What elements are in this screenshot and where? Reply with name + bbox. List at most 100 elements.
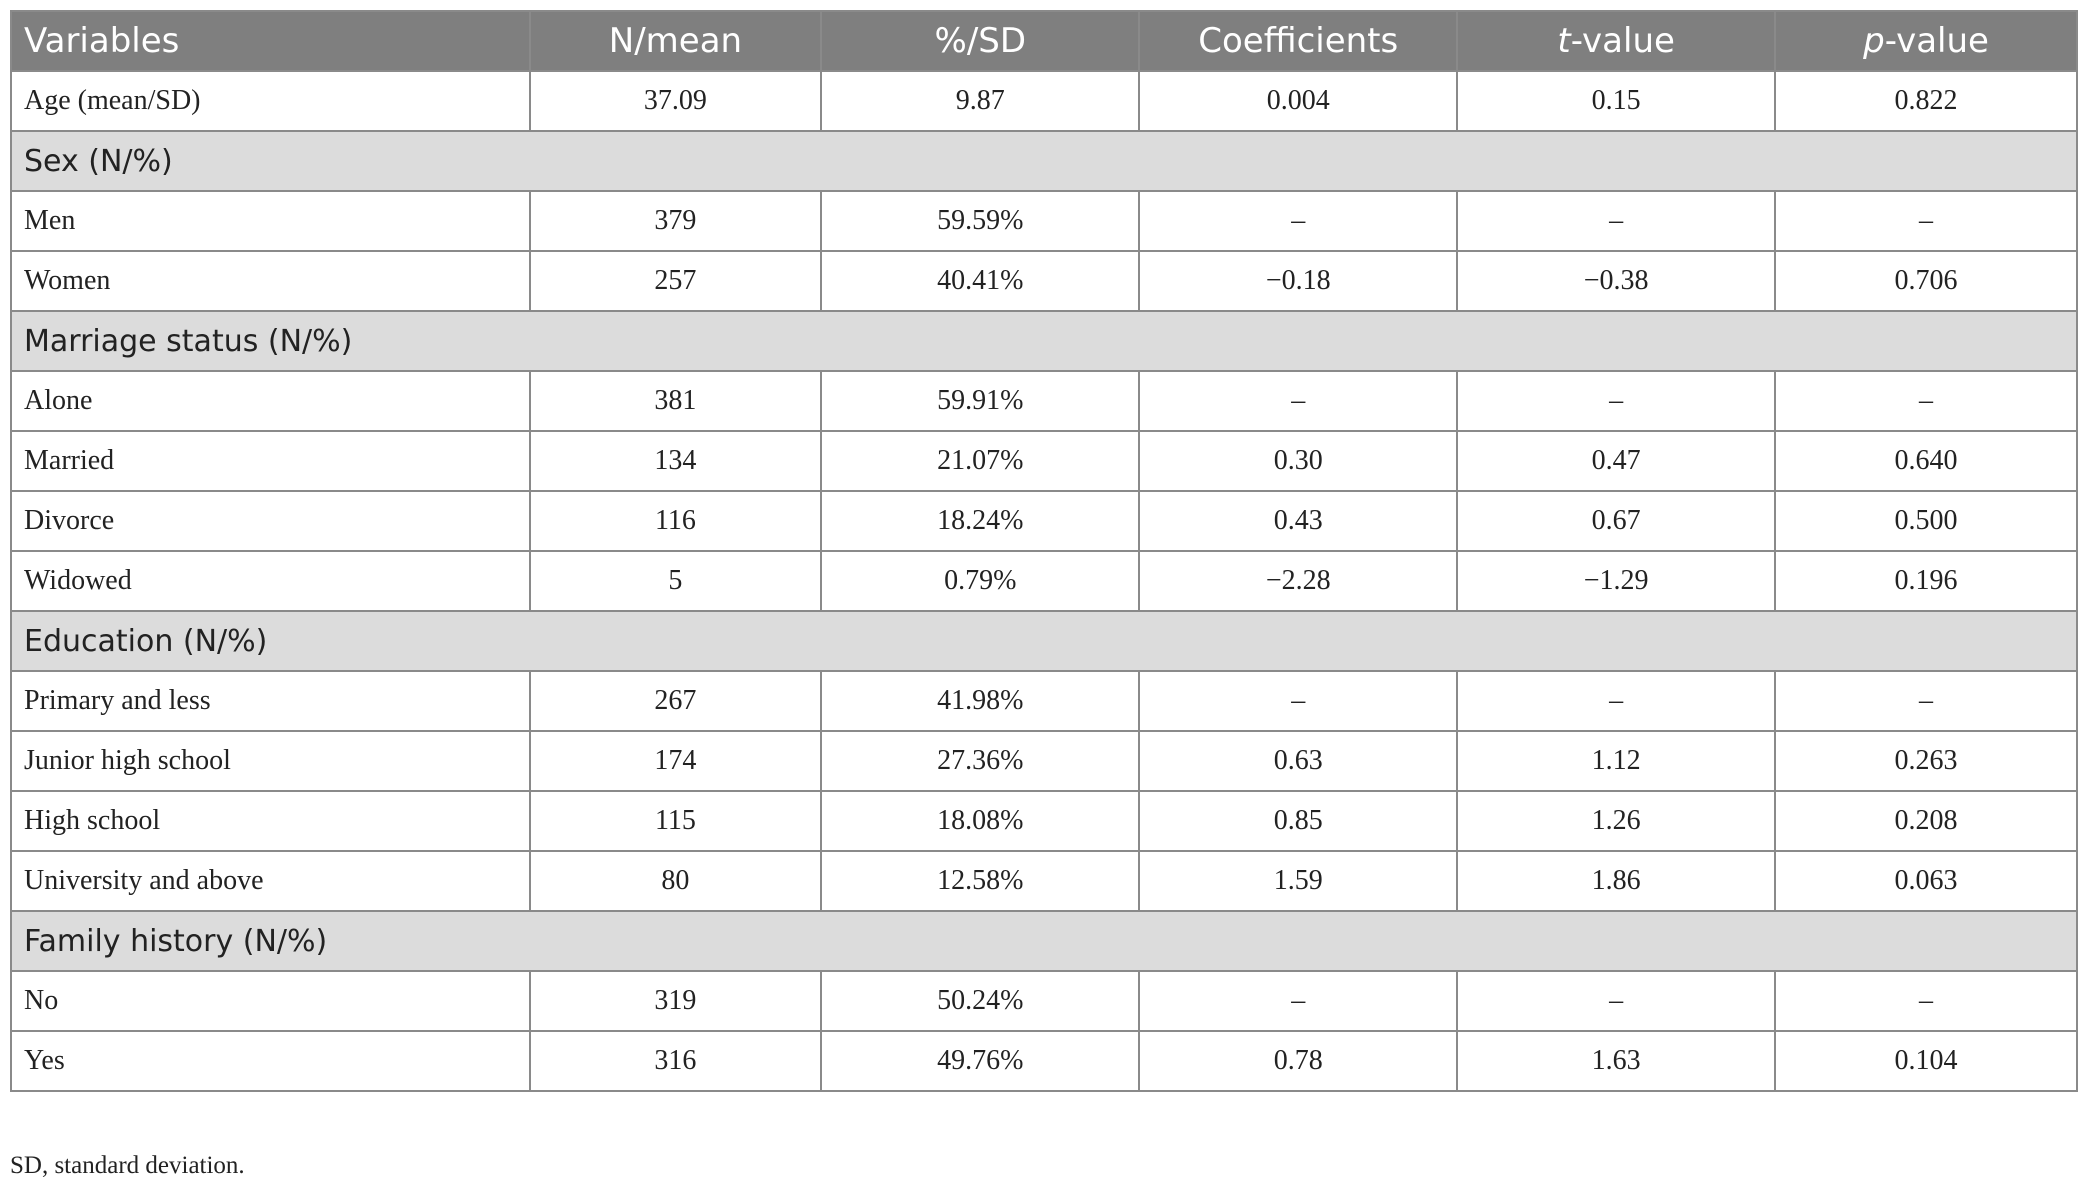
section-label: Family history (N/%) <box>10 910 2078 972</box>
table-row: Junior high school 174 27.36% 0.63 1.12 0.263 <box>10 730 2078 792</box>
section-row: Family history (N/%) <box>10 910 2078 972</box>
cell-t-value: 1.12 <box>1456 730 1777 792</box>
cell-p-value: 0.822 <box>1774 70 2078 132</box>
col-header-t-value: t-value <box>1456 10 1777 72</box>
cell-coefficient: – <box>1138 970 1459 1032</box>
cell-n-mean: 379 <box>528 190 823 252</box>
col-header-pct-sd: %/SD <box>820 10 1141 72</box>
cell-pct-sd: 0.79% <box>820 550 1141 612</box>
table-row: University and above 80 12.58% 1.59 1.86 0.06… <box>10 850 2078 912</box>
cell-n-mean: 267 <box>528 670 823 732</box>
cell-variable: No <box>10 970 531 1032</box>
cell-variable: Married <box>10 430 531 492</box>
cell-variable: Women <box>10 250 531 312</box>
cell-pct-sd: 9.87 <box>820 70 1141 132</box>
cell-p-value: 0.104 <box>1774 1030 2078 1092</box>
table-row: Primary and less 267 41.98% – – – <box>10 670 2078 732</box>
section-label: Education (N/%) <box>10 610 2078 672</box>
cell-pct-sd: 59.91% <box>820 370 1141 432</box>
cell-variable: Widowed <box>10 550 531 612</box>
cell-coefficient: 1.59 <box>1138 850 1459 912</box>
t-value-suffix: -value <box>1570 21 1675 61</box>
cell-n-mean: 80 <box>528 850 823 912</box>
cell-n-mean: 115 <box>528 790 823 852</box>
cell-p-value: 0.063 <box>1774 850 2078 912</box>
cell-p-value: 0.196 <box>1774 550 2078 612</box>
cell-t-value: – <box>1456 190 1777 252</box>
section-row: Marriage status (N/%) <box>10 310 2078 372</box>
table-row: High school 115 18.08% 0.85 1.26 0.208 <box>10 790 2078 852</box>
table-row: Divorce 116 18.24% 0.43 0.67 0.500 <box>10 490 2078 552</box>
col-header-coefficients: Coefficients <box>1138 10 1459 72</box>
section-row: Sex (N/%) <box>10 130 2078 192</box>
cell-t-value: – <box>1456 670 1777 732</box>
table-row: Widowed 5 0.79% −2.28 −1.29 0.196 <box>10 550 2078 612</box>
table-row: Age (mean/SD) 37.09 9.87 0.004 0.15 0.822 <box>10 70 2078 132</box>
cell-coefficient: 0.78 <box>1138 1030 1459 1092</box>
cell-p-value: 0.500 <box>1774 490 2078 552</box>
cell-variable: Men <box>10 190 531 252</box>
section-label: Marriage status (N/%) <box>10 310 2078 372</box>
cell-pct-sd: 59.59% <box>820 190 1141 252</box>
cell-n-mean: 116 <box>528 490 823 552</box>
cell-coefficient: −0.18 <box>1138 250 1459 312</box>
cell-n-mean: 37.09 <box>528 70 823 132</box>
table-row: Men 379 59.59% – – – <box>10 190 2078 252</box>
cell-n-mean: 257 <box>528 250 823 312</box>
col-header-n-mean: N/mean <box>528 10 823 72</box>
section-label: Sex (N/%) <box>10 130 2078 192</box>
cell-variable: Divorce <box>10 490 531 552</box>
cell-n-mean: 316 <box>528 1030 823 1092</box>
cell-pct-sd: 18.08% <box>820 790 1141 852</box>
cell-pct-sd: 12.58% <box>820 850 1141 912</box>
col-header-variables: Variables <box>10 10 531 72</box>
cell-t-value: – <box>1456 370 1777 432</box>
table-row: Married 134 21.07% 0.30 0.47 0.640 <box>10 430 2078 492</box>
cell-pct-sd: 50.24% <box>820 970 1141 1032</box>
section-row: Education (N/%) <box>10 610 2078 672</box>
table-footnote: SD, standard deviation. <box>10 1152 245 1179</box>
cell-coefficient: 0.30 <box>1138 430 1459 492</box>
cell-variable: University and above <box>10 850 531 912</box>
cell-t-value: 1.63 <box>1456 1030 1777 1092</box>
cell-t-value: 0.67 <box>1456 490 1777 552</box>
cell-t-value: 1.86 <box>1456 850 1777 912</box>
cell-pct-sd: 21.07% <box>820 430 1141 492</box>
cell-coefficient: 0.63 <box>1138 730 1459 792</box>
cell-t-value: 1.26 <box>1456 790 1777 852</box>
cell-pct-sd: 41.98% <box>820 670 1141 732</box>
cell-t-value: – <box>1456 970 1777 1032</box>
cell-p-value: – <box>1774 670 2078 732</box>
cell-p-value: 0.263 <box>1774 730 2078 792</box>
p-prefix: p <box>1863 21 1885 61</box>
cell-pct-sd: 49.76% <box>820 1030 1141 1092</box>
cell-n-mean: 174 <box>528 730 823 792</box>
table-row: Yes 316 49.76% 0.78 1.63 0.104 <box>10 1030 2078 1092</box>
table-row: Alone 381 59.91% – – – <box>10 370 2078 432</box>
table-row: Women 257 40.41% −0.18 −0.38 0.706 <box>10 250 2078 312</box>
cell-variable: Age (mean/SD) <box>10 70 531 132</box>
cell-t-value: 0.15 <box>1456 70 1777 132</box>
p-value-suffix: -value <box>1884 21 1989 61</box>
cell-variable: Yes <box>10 1030 531 1092</box>
cell-variable: Alone <box>10 370 531 432</box>
cell-n-mean: 5 <box>528 550 823 612</box>
cell-variable: Junior high school <box>10 730 531 792</box>
cell-p-value: 0.706 <box>1774 250 2078 312</box>
cell-p-value: 0.640 <box>1774 430 2078 492</box>
cell-t-value: −0.38 <box>1456 250 1777 312</box>
table-container: Variables N/mean %/SD Coefficients t-val… <box>10 10 2078 1092</box>
cell-coefficient: – <box>1138 190 1459 252</box>
cell-coefficient: 0.004 <box>1138 70 1459 132</box>
cell-coefficient: 0.85 <box>1138 790 1459 852</box>
cell-p-value: 0.208 <box>1774 790 2078 852</box>
cell-n-mean: 134 <box>528 430 823 492</box>
cell-n-mean: 319 <box>528 970 823 1032</box>
cell-coefficient: – <box>1138 370 1459 432</box>
header-row: Variables N/mean %/SD Coefficients t-val… <box>10 10 2078 72</box>
cell-pct-sd: 40.41% <box>820 250 1141 312</box>
cell-p-value: – <box>1774 970 2078 1032</box>
cell-coefficient: – <box>1138 670 1459 732</box>
data-table: Variables N/mean %/SD Coefficients t-val… <box>10 10 2078 1092</box>
col-header-p-value: p-value <box>1774 10 2078 72</box>
